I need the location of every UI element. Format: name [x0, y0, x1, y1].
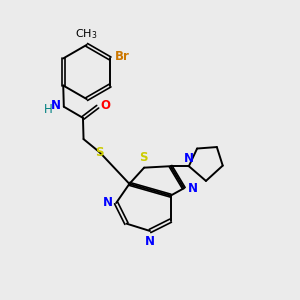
Text: O: O — [100, 99, 111, 112]
Text: N: N — [145, 236, 155, 248]
Text: Br: Br — [115, 50, 129, 63]
Text: N: N — [184, 152, 194, 165]
Text: S: S — [95, 146, 104, 159]
Text: N: N — [51, 99, 61, 112]
Text: S: S — [139, 151, 148, 164]
Text: N: N — [103, 196, 112, 209]
Text: N: N — [188, 182, 197, 195]
Text: CH$_3$: CH$_3$ — [76, 27, 98, 41]
Text: H: H — [44, 103, 52, 116]
